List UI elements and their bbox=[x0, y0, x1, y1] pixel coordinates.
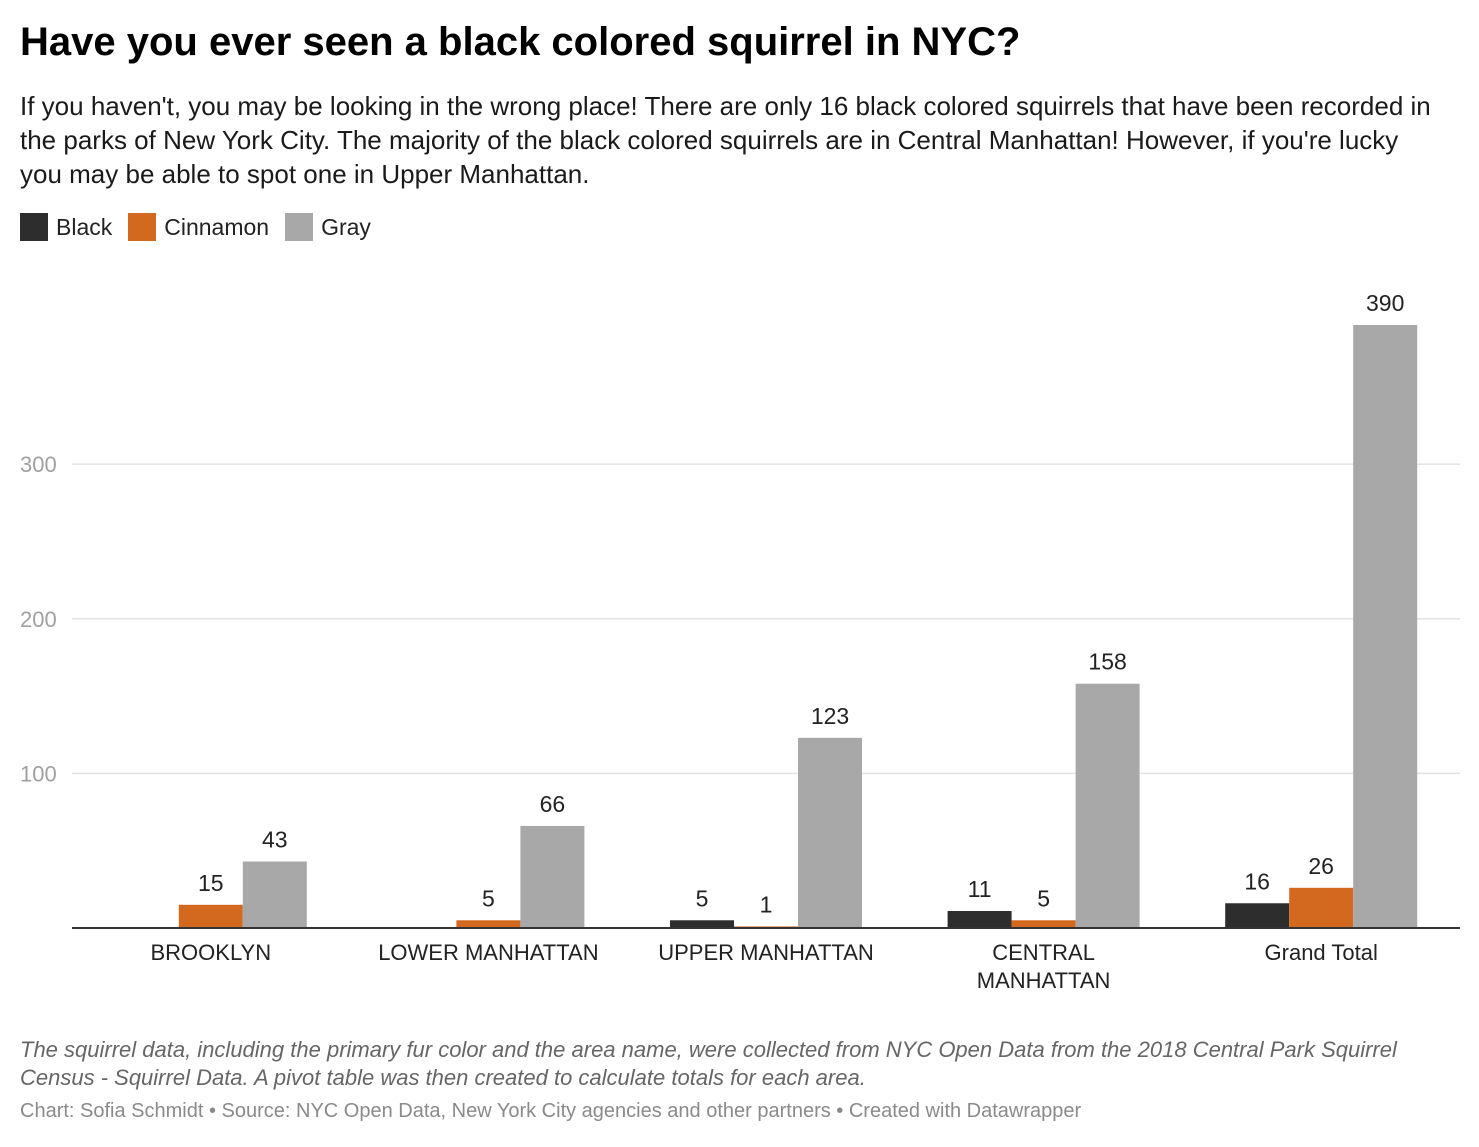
x-tick-label-3-line-1: MANHATTAN bbox=[977, 968, 1111, 993]
chart-notes: The squirrel data, including the primary… bbox=[20, 1037, 1397, 1090]
bar-gray-4 bbox=[1353, 325, 1418, 928]
bar-gray-2 bbox=[798, 737, 862, 928]
legend-label-black: Black bbox=[56, 213, 113, 240]
y-tick-label-300: 300 bbox=[20, 452, 57, 477]
bar-black-3 bbox=[947, 910, 1012, 928]
data-label-gray-1: 66 bbox=[540, 791, 566, 817]
bar-cinnamon-4 bbox=[1289, 887, 1354, 928]
x-tick-label-2: UPPER MANHATTAN bbox=[658, 940, 874, 965]
chart-footer: Chart: Sofia Schmidt • Source: NYC Open … bbox=[20, 1100, 1082, 1122]
legend-swatch-gray bbox=[285, 213, 314, 241]
legend-label-cinnamon: Cinnamon bbox=[164, 213, 270, 240]
data-label-gray-4: 390 bbox=[1366, 290, 1404, 316]
data-label-gray-3: 158 bbox=[1088, 649, 1126, 675]
data-label-cinnamon-1: 5 bbox=[482, 885, 495, 911]
x-tick-label-0: BROOKLYN bbox=[150, 940, 271, 965]
legend-swatch-black bbox=[20, 213, 48, 241]
data-label-cinnamon-0: 15 bbox=[198, 870, 224, 896]
bar-black-4 bbox=[1225, 903, 1290, 928]
bar-cinnamon-1 bbox=[456, 920, 521, 928]
bar-gray-0 bbox=[242, 861, 307, 928]
legend-item-gray: Gray bbox=[285, 213, 371, 241]
data-label-cinnamon-4: 26 bbox=[1308, 853, 1334, 879]
legend-item-black: Black bbox=[20, 213, 112, 241]
bar-gray-1 bbox=[520, 825, 585, 928]
legend-item-cinnamon: Cinnamon bbox=[128, 213, 269, 241]
data-label-black-3: 11 bbox=[968, 876, 992, 902]
bar-gray-3 bbox=[1075, 683, 1140, 928]
data-label-cinnamon-3: 5 bbox=[1037, 885, 1050, 911]
data-label-black-4: 16 bbox=[1244, 868, 1270, 894]
data-label-gray-2: 123 bbox=[811, 703, 849, 729]
y-tick-label-200: 200 bbox=[20, 607, 57, 632]
chart-title: Have you ever seen a black colored squir… bbox=[20, 20, 1021, 64]
bar-cinnamon-0 bbox=[178, 904, 243, 928]
chart-subtitle: If you haven't, you may be looking in th… bbox=[20, 91, 1431, 189]
bar-black-2 bbox=[670, 920, 734, 928]
data-label-cinnamon-2: 1 bbox=[760, 891, 773, 917]
legend: Black Cinnamon Gray bbox=[20, 212, 387, 242]
bar-cinnamon-3 bbox=[1011, 920, 1076, 928]
y-tick-label-100: 100 bbox=[20, 761, 57, 786]
data-label-gray-0: 43 bbox=[262, 827, 288, 853]
legend-swatch-cinnamon bbox=[128, 213, 157, 241]
x-tick-label-1: LOWER MANHATTAN bbox=[378, 940, 598, 965]
x-tick-label-4: Grand Total bbox=[1265, 940, 1378, 965]
x-tick-label-3: CENTRAL bbox=[992, 940, 1095, 965]
legend-label-gray: Gray bbox=[321, 213, 371, 240]
data-label-black-2: 5 bbox=[696, 885, 709, 911]
